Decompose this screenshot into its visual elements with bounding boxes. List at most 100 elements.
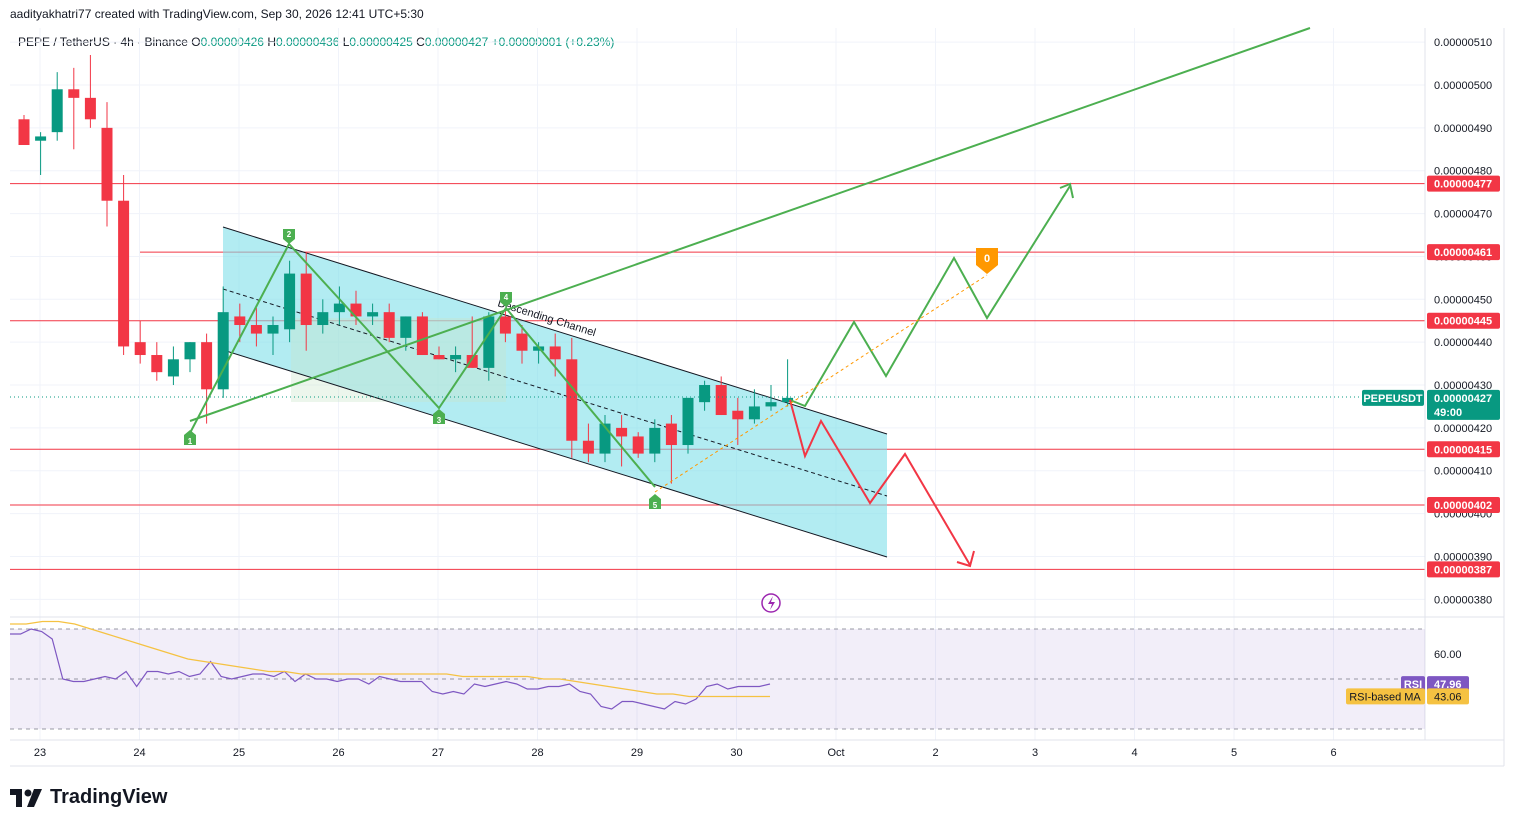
y-tick-label: 0.00000470: [1434, 209, 1492, 221]
lightning-icon[interactable]: [761, 593, 781, 613]
candle-body: [250, 325, 262, 334]
horizontal-levels: [10, 183, 1425, 570]
bearish-arrowhead: [956, 550, 975, 568]
candle-body: [400, 316, 412, 338]
candle: [516, 325, 528, 364]
candle-body: [616, 427, 628, 437]
rsi-ma-value-tag: [1427, 688, 1469, 705]
level-tag: [1427, 561, 1500, 578]
level-tag: [1427, 441, 1500, 458]
wave-label-4: 4: [500, 292, 512, 307]
candle: [317, 299, 329, 334]
candle-body: [549, 346, 561, 360]
candle: [433, 346, 445, 360]
candle-body: [466, 355, 478, 368]
elliott-wave-line: [189, 242, 656, 488]
rsi-tick-label: 60.00: [1434, 649, 1462, 661]
rsi-value-label: 47.96: [1434, 679, 1462, 691]
candle-body: [433, 355, 445, 360]
projection-marker[interactable]: 0: [976, 248, 998, 274]
candle-body: [217, 312, 229, 390]
wave-label-2: 2: [283, 229, 295, 244]
candle: [549, 333, 561, 377]
x-tick-label: 30: [730, 747, 742, 759]
tradingview-logo-text: TradingView: [50, 786, 168, 808]
price-axis[interactable]: 0.00000510 0.00000500 0.00000490 0.00000480…: [1424, 28, 1492, 740]
y-tick-label: 0.00000390: [1434, 551, 1492, 563]
candle: [250, 307, 262, 347]
forecast-drawings[interactable]: [10, 27, 1425, 568]
long-trend-line: [189, 27, 1311, 422]
wave-label-text: 1: [188, 437, 193, 446]
candle-body: [367, 312, 379, 317]
candle: [84, 54, 96, 128]
candle: [51, 72, 63, 141]
y-tick-label: 0.00000490: [1434, 123, 1492, 135]
candle: [732, 397, 744, 446]
wave-label-3: 3: [433, 409, 445, 425]
level-tag-label: 0.00000461: [1434, 247, 1492, 259]
candle: [748, 389, 760, 424]
rsi-pane[interactable]: 60.00 RSI 47.96 RSI-based MA 43.06: [10, 620, 1469, 730]
current-price-tag: [1427, 389, 1500, 420]
x-tick-label: 3: [1032, 747, 1038, 759]
candle-body: [51, 89, 63, 133]
time-axis[interactable]: 23 24 25 26 27 28 29 30 Oct 2 3 4 5 6: [10, 739, 1504, 759]
candle-body: [516, 333, 528, 351]
candle-body: [665, 423, 677, 446]
candle: [416, 312, 428, 356]
rsi-name-label: RSI: [1404, 679, 1422, 691]
candle: [566, 337, 578, 458]
symbol-tag-label: PEPEUSDT: [1363, 393, 1423, 405]
candle-body: [748, 406, 760, 420]
candle: [616, 415, 628, 467]
level-tag-label: 0.00000387: [1434, 564, 1492, 576]
level-tag-label: 0.00000477: [1434, 179, 1492, 191]
x-tick-label: 2: [932, 747, 938, 759]
symbol-info-bar: PEPE / TetherUS · 4h · Binance O0.000004…: [18, 35, 614, 49]
level-tag: [1427, 175, 1500, 192]
y-tick-label: 0.00000410: [1434, 466, 1492, 478]
channel-upper-line: [222, 226, 888, 435]
candle-body: [284, 273, 296, 330]
candle: [118, 175, 130, 356]
level-tag: [1427, 497, 1500, 514]
candle: [300, 252, 312, 351]
channel-mid-line: [222, 288, 888, 497]
candle-body: [450, 355, 462, 360]
x-tick-label: 5: [1231, 747, 1237, 759]
y-tick-label: 0.00000440: [1434, 337, 1492, 349]
level-tag: [1427, 312, 1500, 329]
candle: [599, 415, 611, 463]
wave-label-1: 1: [184, 430, 196, 446]
candle-body: [167, 359, 179, 377]
x-tick-label: 25: [233, 747, 245, 759]
x-tick-label: 28: [531, 747, 543, 759]
rsi-value-tag: [1427, 676, 1469, 693]
candle: [765, 385, 777, 411]
candle-body: [35, 136, 47, 141]
candle: [483, 312, 495, 381]
candle-body: [68, 89, 80, 98]
wave-point-labels: 1 2 3 4 5: [184, 229, 661, 510]
candle-body: [101, 127, 113, 201]
candle-body: [582, 440, 594, 454]
candle-body: [483, 316, 495, 368]
candle: [682, 397, 694, 454]
candle-body: [317, 312, 329, 326]
tradingview-logo[interactable]: TradingView: [10, 786, 167, 809]
countdown-label: 49:00: [1434, 407, 1462, 419]
candle-body: [416, 316, 428, 356]
candle: [184, 342, 196, 373]
y-tick-label: 0.00000500: [1434, 80, 1492, 92]
candle-body: [782, 397, 794, 403]
level-tag-label: 0.00000402: [1434, 500, 1492, 512]
rsi-name-tag: [1401, 676, 1425, 693]
candle: [68, 67, 80, 150]
rsi-ma-value-label: 43.06: [1434, 691, 1462, 703]
candle: [101, 102, 113, 227]
candlesticks: [18, 54, 794, 484]
candle: [151, 342, 163, 381]
x-tick-label: Oct: [827, 747, 844, 759]
